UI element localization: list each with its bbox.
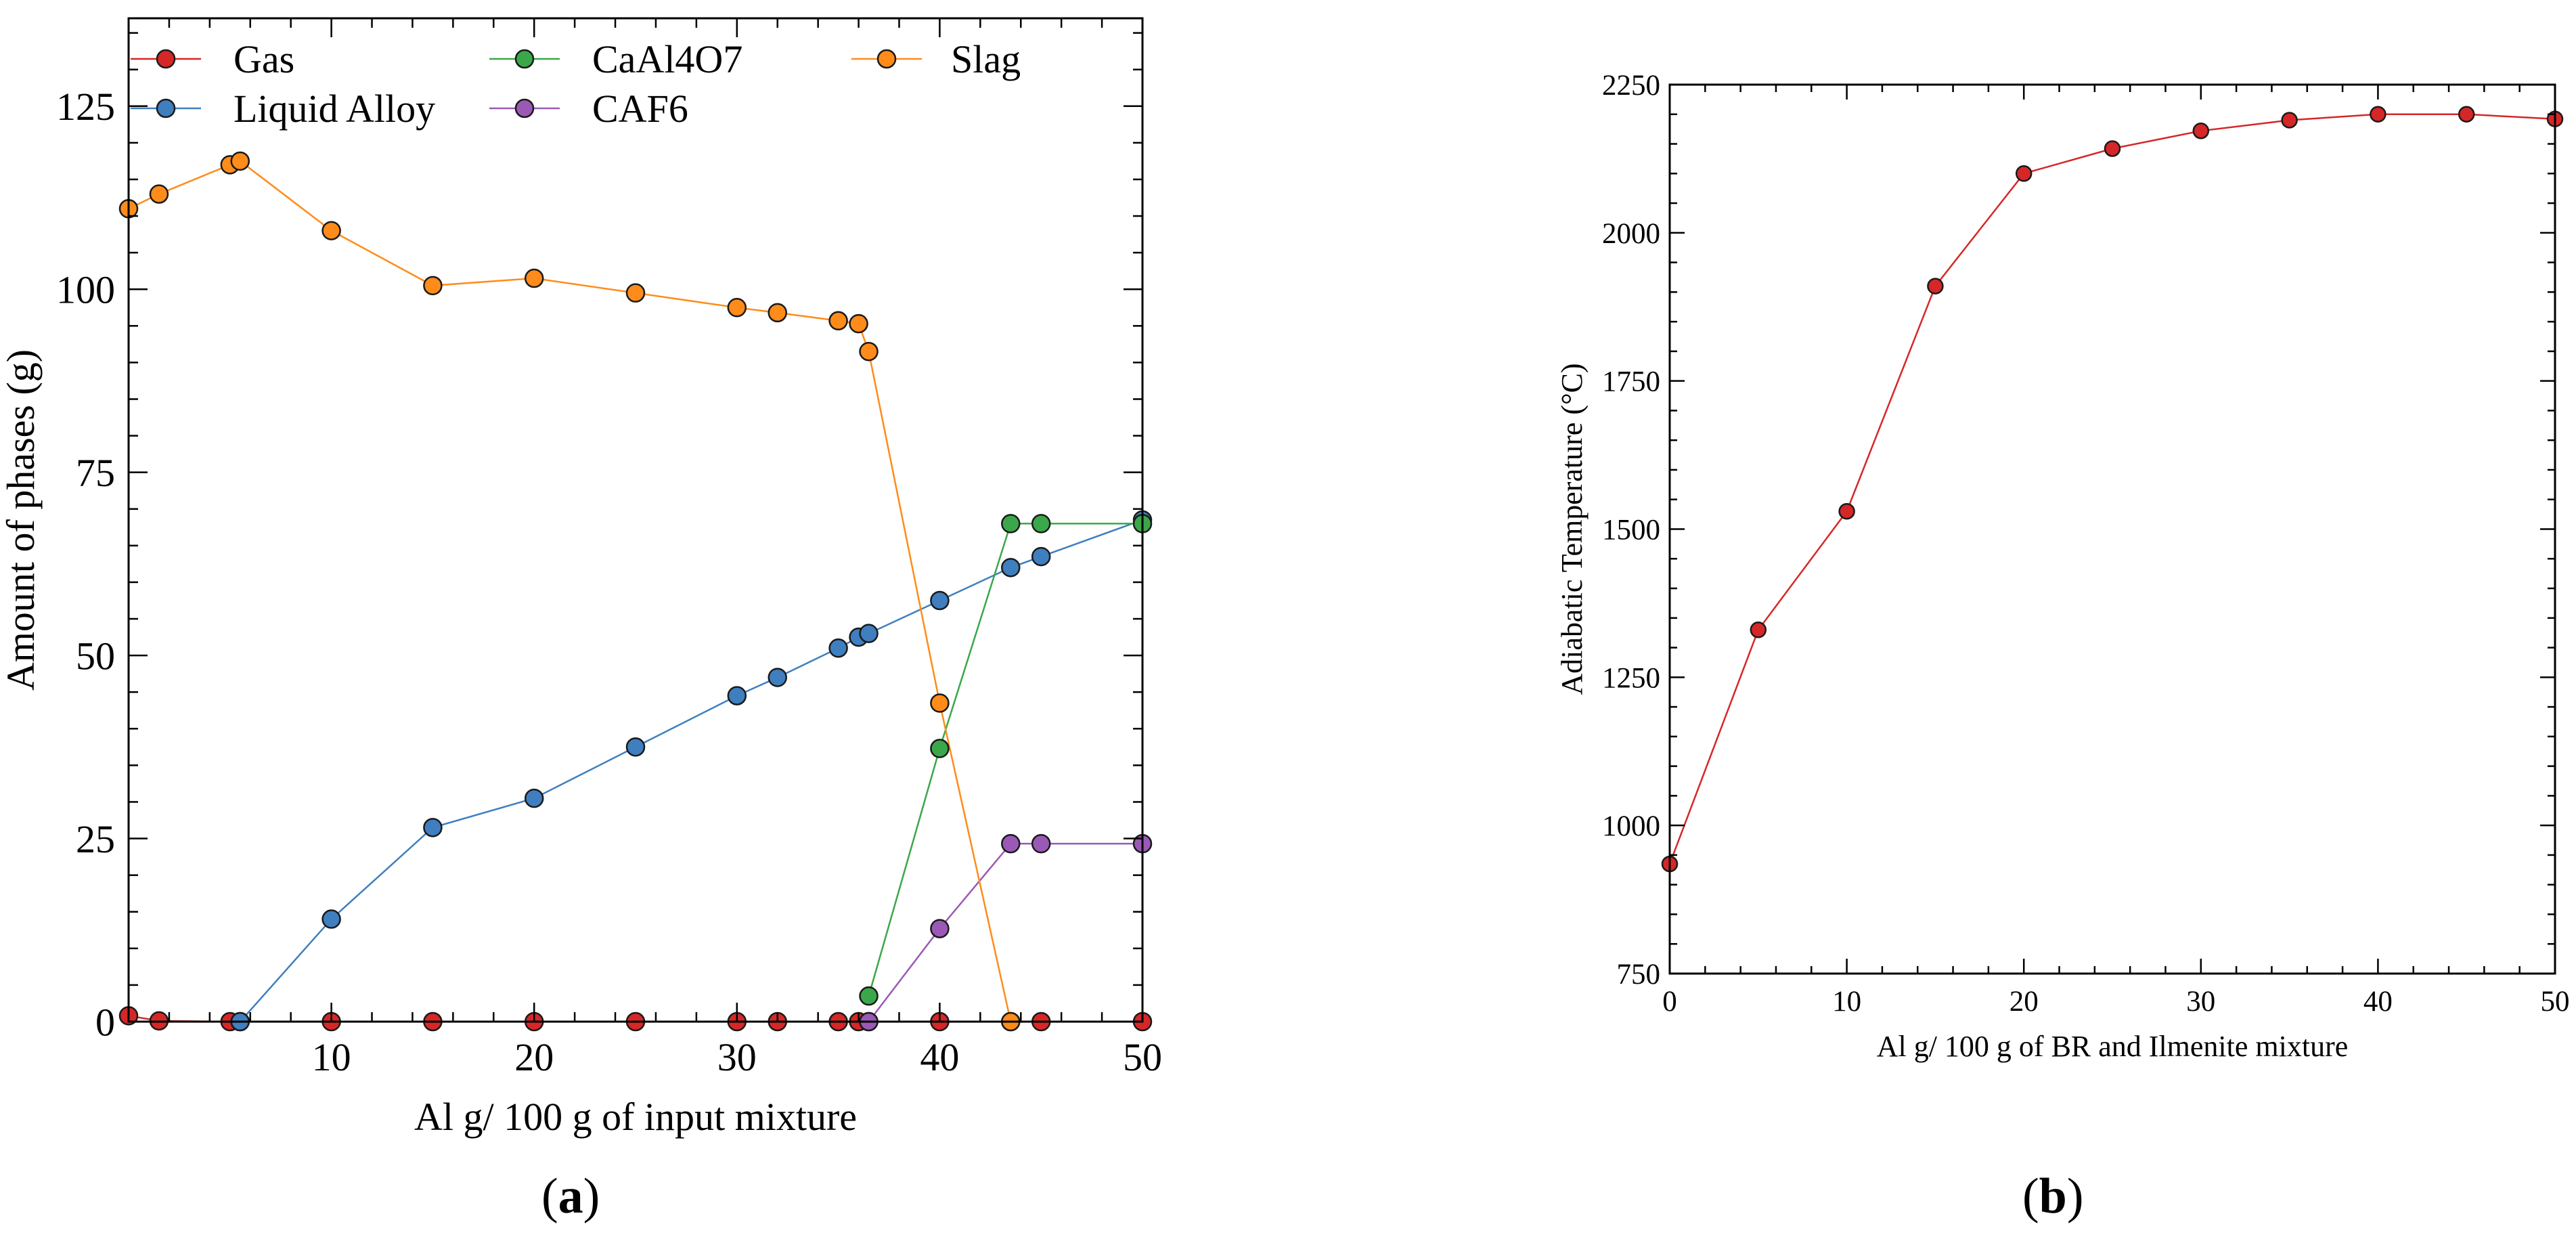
chart-b-x-tick-label: 20 [2009,986,2039,1018]
chart-b-point-adiabatic-temperature [2192,123,2210,139]
chart-a-point-caal4o7 [930,739,950,758]
chart-a-point-caal4o7 [1001,514,1021,534]
chart-b-y-axis-label: Adiabatic Temperature (°C) [1555,363,1589,695]
caption-b-close: ) [2066,1169,2084,1224]
chart-a-y-tick-label: 50 [76,634,115,678]
legend-label-gas: Gas [234,37,294,81]
chart-b-y-tick-label: 2250 [1602,70,1660,102]
chart-b-x-tick-label: 40 [2363,986,2393,1018]
chart-a-point-liquid-alloy [930,590,950,611]
chart-a-point-liquid-alloy [768,668,787,687]
chart-a-x-tick-label: 30 [717,1035,757,1079]
chart-b-point-adiabatic-temperature [1838,502,1855,520]
chart-a-series-line-liquid-alloy [239,519,1143,1022]
chart-b: 0 10 20 30 40 50 750 1000 1250 1500 1750 2000 2250 A… [1555,70,2570,1063]
chart-a-point-liquid-alloy [1001,558,1021,578]
chart-a-point-caal4o7 [1031,514,1051,534]
chart-a-y-tick-label: 0 [95,1000,115,1044]
chart-a-point-liquid-alloy [321,909,341,929]
chart-b-y-tick-label: 2000 [1602,218,1660,250]
chart-b-point-adiabatic-temperature [2015,165,2033,182]
chart-a-y-tick-label: 75 [76,451,115,495]
chart-a-point-slag [321,221,341,240]
legend-marker-caal4o7 [514,49,535,69]
chart-b-point-adiabatic-temperature [2458,106,2475,123]
chart-a-point-slag [930,693,950,713]
caption-a: (a) [541,1168,600,1225]
chart-a-point-slag [149,184,169,204]
chart-b-point-adiabatic-temperature [2281,112,2298,129]
chart-a-point-caf6 [1031,833,1051,854]
chart-a-point-liquid-alloy [625,737,646,757]
chart-a-point-liquid-alloy [423,818,443,837]
caption-a-open: ( [541,1169,558,1224]
chart-b-series-line-adiabatic-temperature [1668,113,2556,865]
chart-a-point-caf6 [1001,833,1021,854]
legend-label-caal4o7: CaAl4O7 [592,37,742,81]
chart-a-point-slag [423,276,443,296]
chart-b-x-tick-label: 0 [1662,986,1677,1018]
chart-a-series-line-caal4o7 [868,523,1142,997]
chart-b-point-adiabatic-temperature [2370,106,2386,123]
chart-a-point-slag [625,283,646,303]
chart-b-x-axis-label: Al g/ 100 g of BR and Ilmenite mixture [1877,1030,2349,1063]
caption-b-open: ( [2022,1169,2039,1224]
chart-a-point-liquid-alloy [524,788,544,808]
chart-b-plot-frame [1668,83,2556,975]
chart-a-point-caal4o7 [859,986,879,1006]
legend-label-caf6: CAF6 [592,87,688,131]
caption-a-close: ) [583,1169,600,1224]
chart-a-series-line-slag [128,160,1012,1022]
chart-a-x-tick-label: 20 [514,1035,554,1079]
chart-a-x-tick-label: 40 [920,1035,959,1079]
chart-b-y-tick-label: 1500 [1602,515,1660,546]
chart-a-point-slag [828,311,848,331]
legend-marker-caf6 [514,98,535,118]
chart-b-y-tick-label: 750 [1617,959,1661,990]
chart-b-x-tick-label: 50 [2541,986,2570,1018]
chart-b-point-adiabatic-temperature [1750,622,1767,638]
chart-a-point-slag [768,303,787,323]
chart-b-y-tick-label: 1750 [1602,366,1660,398]
chart-a-y-tick-label: 100 [56,268,115,312]
chart-a-y-axis-label: Amount of phases (g) [0,349,43,691]
chart-a-point-slag [727,298,747,318]
legend-marker-liquid-alloy [156,98,176,118]
chart-a-point-caf6 [930,919,950,938]
legend-marker-slag [876,49,897,69]
chart-b-point-adiabatic-temperature [2104,140,2121,157]
chart-a-y-tick-label: 25 [76,817,115,861]
chart-a-point-liquid-alloy [859,624,879,643]
chart-a-point-liquid-alloy [1031,546,1051,567]
chart-b-y-tick-label: 1250 [1602,662,1660,694]
legend-marker-gas [156,49,176,69]
legend-label-liquid-alloy: Liquid Alloy [234,87,435,131]
chart-a-point-slag [230,151,250,171]
chart-a-x-tick-label: 10 [312,1035,351,1079]
chart-a-y-tick-label: 125 [56,85,115,129]
legend-label-slag: Slag [951,37,1021,81]
chart-b-y-tick-label: 1000 [1602,810,1660,842]
chart-b-x-tick-label: 30 [2186,986,2215,1018]
chart-a-x-tick-label: 50 [1123,1035,1162,1079]
caption-b: (b) [2022,1168,2083,1225]
chart-b-point-adiabatic-temperature [1927,278,1944,295]
chart-a-point-slag [859,341,879,362]
chart-a: 10 20 30 40 50 0 25 50 75 100 125 Gas Liquid Alloy C… [0,17,1162,1139]
chart-b-x-tick-label: 10 [1832,986,1861,1018]
chart-a-x-axis-label: Al g/ 100 g of input mixture [414,1095,857,1139]
chart-a-point-liquid-alloy [828,638,848,658]
chart-a-point-slag [849,313,868,334]
chart-a-point-slag [524,268,544,288]
chart-a-plot-frame [127,17,1144,1023]
chart-a-point-liquid-alloy [727,686,747,705]
caption-b-letter: b [2039,1169,2067,1224]
caption-a-letter: a [558,1169,583,1224]
